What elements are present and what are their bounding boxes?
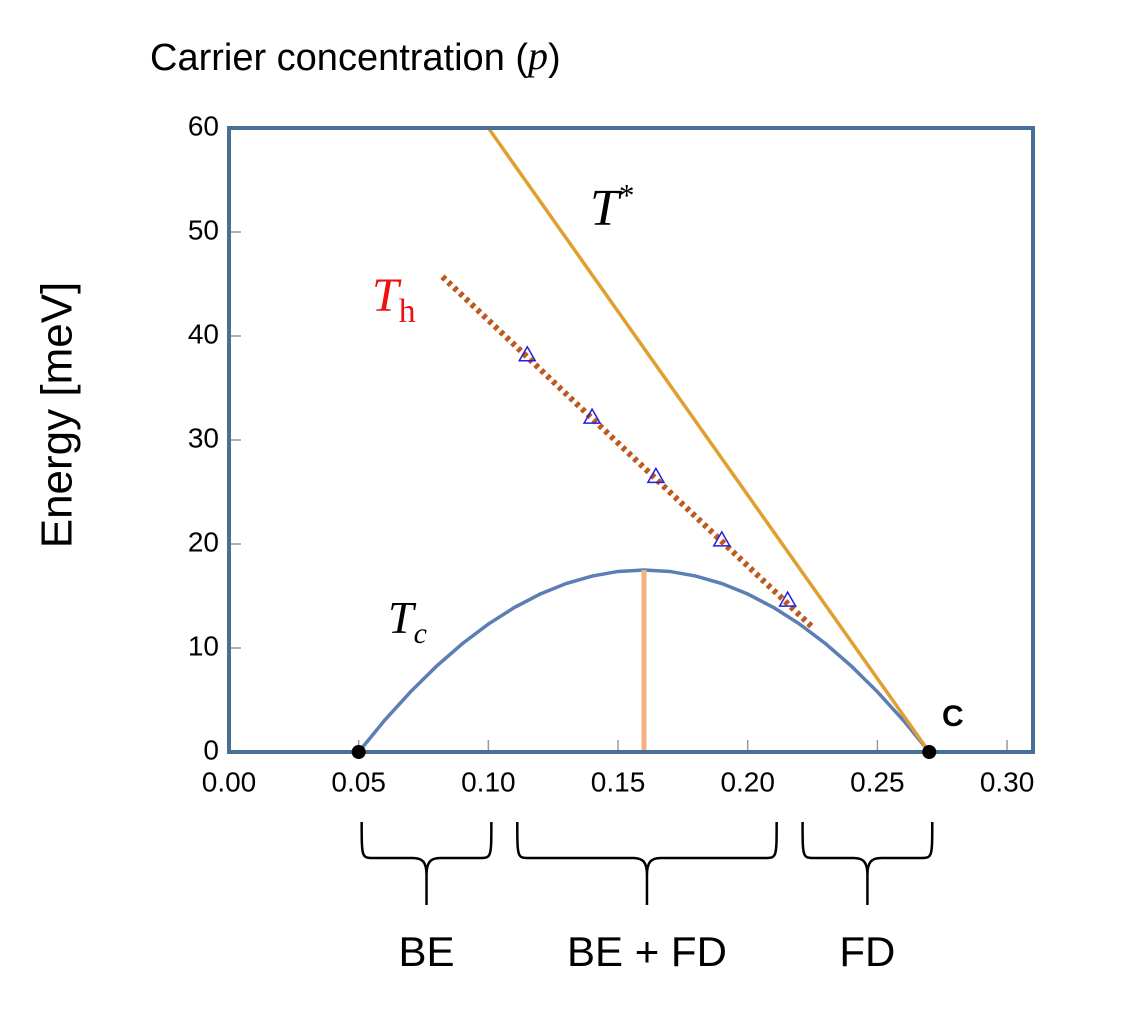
triangle-marker — [582, 407, 602, 424]
annotation: C — [942, 700, 964, 733]
title-part: ) — [548, 37, 561, 79]
x-tick-label: 0.15 — [591, 766, 646, 797]
chart-title: Carrier concentration (p) — [150, 33, 561, 79]
x-tick-label: 0.00 — [202, 766, 257, 797]
region-label: FD — [839, 928, 895, 975]
x-tick-label: 0.10 — [461, 766, 516, 797]
brace — [360, 821, 493, 905]
triangle-marker — [778, 590, 797, 607]
y-tick-label: 20 — [188, 526, 219, 557]
region-label: BE — [399, 928, 455, 975]
annotation: T* — [590, 178, 635, 237]
region-label: BE + FD — [567, 928, 727, 975]
annotation-text: T — [388, 592, 417, 643]
title-part: p — [525, 33, 548, 78]
x-tick-label: 0.20 — [720, 766, 775, 797]
brace — [801, 821, 934, 905]
annotation-sub: c — [414, 617, 427, 650]
title-part: Carrier concentration ( — [150, 37, 528, 79]
annotation: Tc — [388, 592, 427, 650]
annotation-text: C — [942, 700, 964, 733]
plot-frame — [227, 126, 1035, 754]
y-tick-label: 10 — [188, 630, 219, 661]
dot-marker — [922, 745, 937, 759]
annotation-text: T — [590, 180, 622, 237]
triangle-marker — [517, 345, 537, 362]
y-axis-label: Energy [meV] — [33, 282, 82, 549]
y-tick-label: 60 — [188, 110, 219, 141]
annotation-sup: * — [619, 178, 635, 213]
annotation-text: T — [372, 269, 402, 322]
triangle-marker — [646, 466, 666, 484]
y-tick-label: 30 — [188, 422, 219, 453]
x-tick-label: 0.30 — [980, 766, 1035, 797]
annotation-sub: h — [399, 293, 416, 330]
triangle-marker — [712, 530, 732, 547]
series-line — [486, 128, 931, 752]
dot-marker — [351, 745, 366, 759]
annotation: Th — [372, 269, 416, 330]
y-tick-label: 40 — [188, 318, 219, 349]
series-line — [440, 274, 816, 631]
y-tick-label: 0 — [203, 734, 219, 765]
x-tick-label: 0.25 — [850, 766, 905, 797]
x-tick-label: 0.05 — [331, 766, 386, 797]
y-tick-label: 50 — [188, 214, 219, 245]
brace — [516, 821, 778, 905]
